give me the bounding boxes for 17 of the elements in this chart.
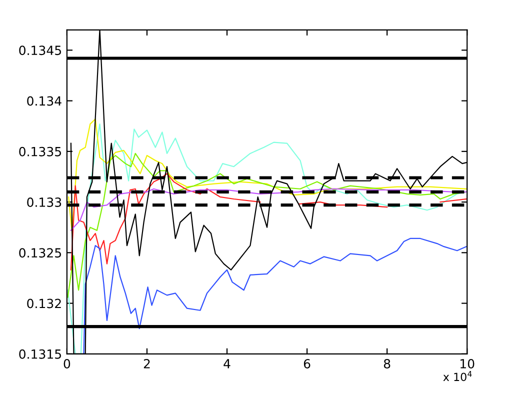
text: x 10$^{4}$ <box>443 371 472 382</box>
y-tick-label: 0.134 <box>27 96 62 106</box>
y-tick-label: 0.133 <box>27 198 62 207</box>
x-tick-label: 4 <box>224 359 230 368</box>
x-tick-label: 0 <box>64 358 70 368</box>
y-tick-label: 0.1345 <box>19 46 61 56</box>
y-tick-label: 0.132 <box>27 298 61 308</box>
x-tick-label: 10 <box>460 358 474 368</box>
line-series <box>67 152 467 298</box>
x-tick-label: 6 <box>304 358 310 368</box>
y-tick-label: 0.1335 <box>19 146 61 156</box>
line-series <box>83 238 467 354</box>
y-tick-label: 0.1325 <box>19 248 61 258</box>
y-tick-label: 0.1315 <box>19 349 61 359</box>
line-series <box>70 30 467 354</box>
x-tick-label: 2 <box>144 358 150 368</box>
x-tick-label: 8 <box>384 358 390 368</box>
